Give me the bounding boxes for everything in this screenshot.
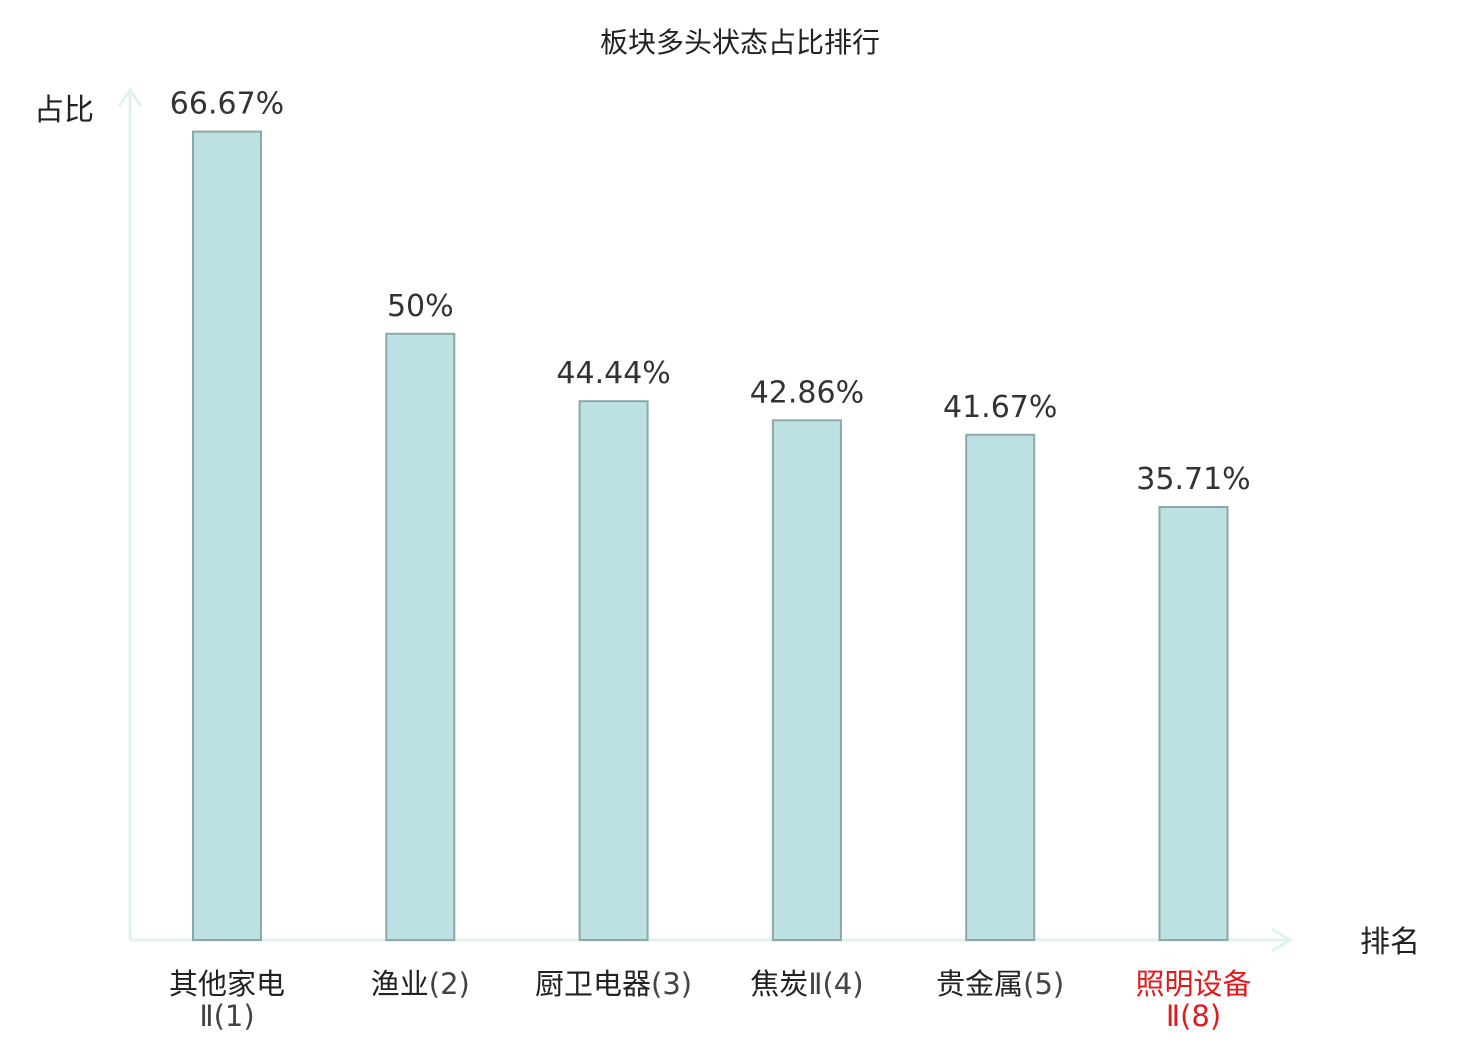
y-axis-arrow: [117, 87, 143, 107]
category-labels-group: 其他家电 Ⅱ(1) 渔业(2) 厨卫电器(3) 焦炭Ⅱ(4) 贵金属(5) 照明设备 Ⅱ(8): [169, 967, 1252, 1033]
chart-title: 板块多头状态占比排行: [600, 26, 880, 59]
category-suffix-3: (3): [651, 967, 692, 1001]
category-label-4: 焦炭Ⅱ(4): [750, 967, 863, 1001]
value-label-5: 41.67%: [943, 390, 1057, 425]
category-label-5: 贵金属(5): [936, 967, 1064, 1001]
bar-3: [578, 400, 649, 941]
y-axis-label: 占比: [34, 93, 94, 128]
bar-4: [771, 419, 842, 941]
category-name-4: 焦炭: [750, 967, 808, 1001]
category-label-3: 厨卫电器(3): [535, 967, 692, 1001]
value-label-4: 42.86%: [750, 375, 864, 410]
value-labels-group: 66.67% 50% 44.44% 42.86% 41.67% 35.71%: [170, 87, 1251, 497]
category-suffix-5: (5): [1023, 967, 1064, 1001]
category-name-3: 厨卫电器: [535, 967, 651, 1001]
category-name-2: 渔业: [371, 967, 429, 1001]
bar-2: [385, 332, 456, 942]
value-label-6: 35.71%: [1136, 462, 1250, 497]
category-suffix-1: Ⅱ(1): [199, 999, 254, 1033]
category-name-5: 贵金属: [936, 967, 1023, 1001]
x-axis-label: 排名: [1360, 925, 1420, 960]
value-label-1: 66.67%: [170, 87, 284, 122]
category-label-1: 其他家电 Ⅱ(1): [169, 967, 285, 1033]
category-label-2: 渔业(2): [371, 967, 470, 1001]
category-name-6: 照明设备: [1135, 967, 1251, 1001]
x-axis-arrow: [1271, 927, 1293, 953]
category-label-6: 照明设备 Ⅱ(8): [1135, 967, 1251, 1033]
category-suffix-6: Ⅱ(8): [1166, 999, 1221, 1033]
category-suffix-4: Ⅱ(4): [808, 967, 863, 1001]
bar-5: [965, 433, 1036, 941]
bar-1: [192, 130, 262, 942]
category-suffix-2: (2): [429, 967, 470, 1001]
value-label-2: 50%: [387, 289, 454, 324]
bar-6: [1158, 506, 1229, 941]
bars-group: [192, 130, 1229, 942]
axes: [117, 87, 1293, 953]
value-label-3: 44.44%: [556, 356, 670, 391]
category-name-1: 其他家电: [169, 967, 285, 1001]
